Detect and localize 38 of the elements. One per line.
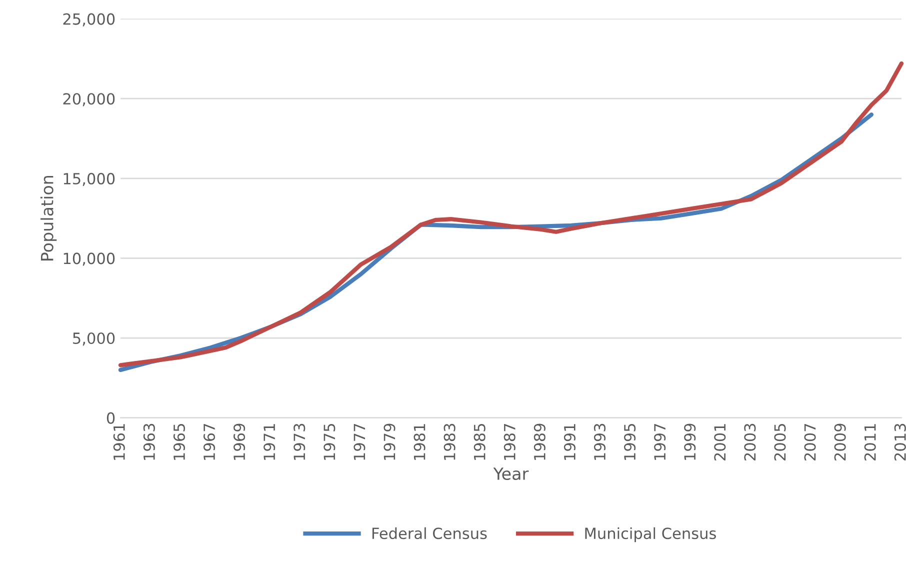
x-tick-label: 1973 bbox=[294, 424, 306, 460]
x-tick-label: 2013 bbox=[894, 424, 906, 460]
x-tick-label: 1999 bbox=[684, 424, 696, 460]
x-tick-label: 1965 bbox=[173, 424, 186, 460]
x-tick-label: 2005 bbox=[774, 424, 786, 460]
x-tick-label: 1963 bbox=[143, 424, 155, 460]
x-tick-label: 2009 bbox=[834, 424, 846, 460]
y-tick-label: 20,000 bbox=[63, 93, 115, 106]
x-tick-label: 2003 bbox=[744, 424, 756, 460]
x-tick-label: 1971 bbox=[264, 424, 276, 460]
legend-label: Federal Census bbox=[372, 527, 487, 540]
x-tick-label: 1979 bbox=[384, 424, 396, 460]
x-tick-label: 2001 bbox=[714, 424, 726, 460]
x-tick-label: 1969 bbox=[234, 424, 246, 460]
x-tick-label: 2011 bbox=[864, 424, 876, 460]
x-tick-label: 2007 bbox=[804, 424, 816, 460]
x-tick-label: 1961 bbox=[113, 424, 125, 460]
y-axis-title: Population bbox=[40, 176, 57, 260]
x-tick-label: 1985 bbox=[474, 424, 486, 460]
x-tick-label: 1983 bbox=[444, 424, 456, 460]
x-tick-label: 1997 bbox=[654, 424, 666, 460]
x-axis-title: Year bbox=[493, 468, 529, 480]
y-tick-label: 25,000 bbox=[63, 13, 115, 26]
x-tick-label: 1977 bbox=[354, 424, 366, 460]
y-tick-label: 15,000 bbox=[64, 172, 115, 186]
y-tick-label: 0 bbox=[106, 412, 115, 424]
x-tick-label: 1989 bbox=[534, 424, 546, 460]
x-tick-label: 1967 bbox=[203, 424, 216, 460]
x-tick-label: 1991 bbox=[564, 424, 576, 460]
x-tick-label: 1975 bbox=[324, 424, 336, 460]
legend-label: Municipal Census bbox=[585, 527, 716, 542]
y-tick-label: 5,000 bbox=[73, 332, 115, 346]
x-tick-label: 1995 bbox=[624, 424, 636, 460]
x-tick-label: 1993 bbox=[594, 424, 606, 460]
y-tick-label: 10,000 bbox=[64, 252, 115, 266]
x-tick-label: 1987 bbox=[504, 424, 516, 460]
line-series bbox=[118, 61, 904, 368]
x-tick-label: 1981 bbox=[414, 424, 426, 460]
